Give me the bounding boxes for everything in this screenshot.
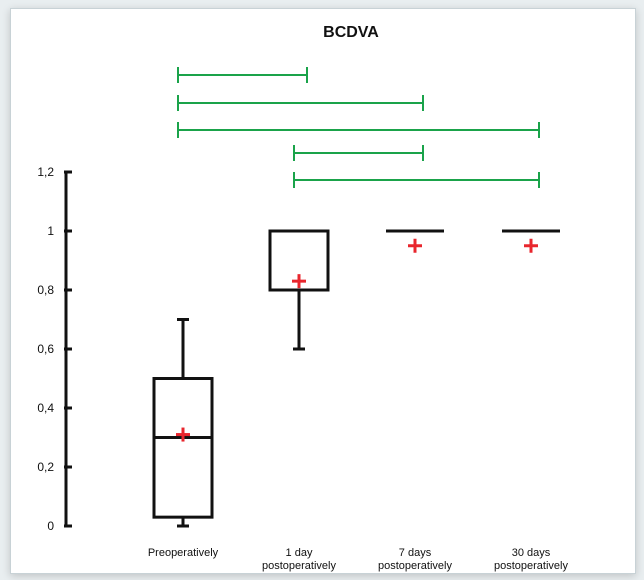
box-iqr bbox=[152, 377, 214, 519]
significance-bracket bbox=[293, 172, 540, 188]
y-tick-label: 0,6 bbox=[37, 342, 54, 356]
y-tick-label: 1,2 bbox=[37, 165, 54, 179]
y-tick-label: 0 bbox=[47, 519, 54, 533]
box-plot-1 bbox=[152, 318, 214, 528]
significance-bracket bbox=[293, 145, 424, 161]
x-category-line: 7 days bbox=[399, 547, 432, 559]
chart-frame: BCDVA 0 0,2 0,4 0,6 0,8 1 1,2 Preoperatively 1 … bbox=[10, 8, 636, 574]
x-category-label: 7 days postoperatively bbox=[378, 547, 452, 572]
significance-bracket bbox=[177, 67, 308, 83]
y-tick-label: 0,2 bbox=[37, 460, 54, 474]
significance-brackets bbox=[177, 67, 540, 188]
box-plot-chart: BCDVA 0 0,2 0,4 0,6 0,8 1 1,2 Preoperatively 1 … bbox=[37, 24, 569, 572]
significance-bracket bbox=[177, 95, 424, 111]
box-series bbox=[152, 229, 560, 528]
mean-marker bbox=[408, 238, 422, 253]
x-category-line: postoperatively bbox=[262, 560, 336, 572]
mean-marker bbox=[176, 427, 190, 442]
y-tick-label: 0,4 bbox=[37, 401, 54, 415]
x-category-label: Preoperatively bbox=[148, 547, 219, 559]
box-plot-4 bbox=[502, 229, 560, 253]
y-axis: 0 0,2 0,4 0,6 0,8 1 1,2 bbox=[37, 165, 72, 533]
y-tick-label: 1 bbox=[47, 224, 54, 238]
mean-marker bbox=[292, 274, 306, 289]
y-tick-label: 0,8 bbox=[37, 283, 54, 297]
x-category-line: 1 day bbox=[286, 547, 313, 559]
significance-bracket bbox=[177, 122, 540, 138]
x-category-label: 30 days postoperatively bbox=[494, 547, 568, 572]
x-category-line: 30 days bbox=[512, 547, 551, 559]
box-plot-2 bbox=[268, 229, 330, 351]
chart-title: BCDVA bbox=[323, 24, 379, 41]
x-category-label: 1 day postoperatively bbox=[262, 547, 336, 572]
box-plot-3 bbox=[386, 229, 444, 253]
x-category-line: postoperatively bbox=[494, 560, 568, 572]
x-category-line: postoperatively bbox=[378, 560, 452, 572]
mean-marker bbox=[524, 238, 538, 253]
x-category-line: Preoperatively bbox=[148, 547, 219, 559]
